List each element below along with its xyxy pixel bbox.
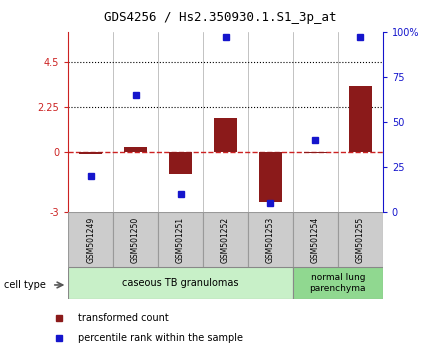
Text: cell type: cell type xyxy=(4,280,46,290)
Bar xyxy=(349,86,371,152)
Bar xyxy=(203,212,248,267)
Bar xyxy=(259,152,282,202)
Bar xyxy=(293,212,338,267)
Text: GDS4256 / Hs2.350930.1.S1_3p_at: GDS4256 / Hs2.350930.1.S1_3p_at xyxy=(104,11,336,24)
Text: GSM501249: GSM501249 xyxy=(86,217,95,263)
Text: percentile rank within the sample: percentile rank within the sample xyxy=(78,333,243,343)
Bar xyxy=(68,212,113,267)
Bar xyxy=(293,267,383,299)
Bar xyxy=(248,212,293,267)
Bar xyxy=(80,152,102,154)
Bar xyxy=(304,152,326,153)
Bar xyxy=(158,212,203,267)
Bar xyxy=(169,152,192,174)
Text: GSM501254: GSM501254 xyxy=(311,217,320,263)
Text: transformed count: transformed count xyxy=(78,313,169,323)
Bar xyxy=(125,147,147,152)
Text: GSM501255: GSM501255 xyxy=(356,217,365,263)
Text: caseous TB granulomas: caseous TB granulomas xyxy=(122,278,239,288)
Bar xyxy=(214,118,237,152)
Text: GSM501251: GSM501251 xyxy=(176,217,185,263)
Bar xyxy=(68,267,293,299)
Bar xyxy=(113,212,158,267)
Text: normal lung
parenchyma: normal lung parenchyma xyxy=(310,274,366,293)
Text: GSM501252: GSM501252 xyxy=(221,217,230,263)
Text: GSM501250: GSM501250 xyxy=(131,217,140,263)
Bar xyxy=(338,212,383,267)
Text: GSM501253: GSM501253 xyxy=(266,217,275,263)
